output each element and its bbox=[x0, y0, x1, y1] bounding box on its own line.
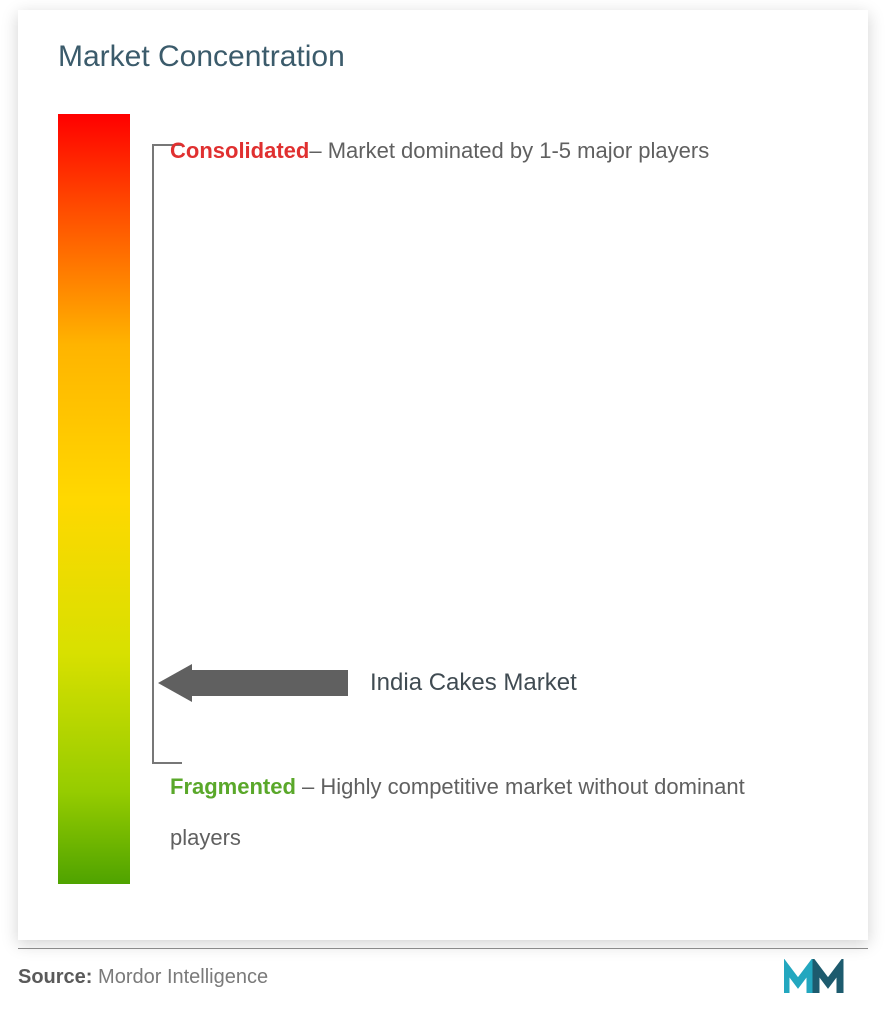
marker-arrow-icon bbox=[158, 662, 348, 704]
source-prefix: Source: bbox=[18, 966, 92, 988]
chart-title: Market Concentration bbox=[58, 40, 828, 74]
consolidated-keyword: Consolidated bbox=[170, 138, 309, 163]
source-name: Mordor Intelligence bbox=[98, 966, 268, 988]
brand-logo-icon bbox=[784, 959, 868, 995]
fragmented-keyword: Fragmented bbox=[170, 774, 296, 799]
consolidated-rest: – Market dominated by 1-5 major players bbox=[309, 138, 709, 163]
fragmented-label: Fragmented – Highly competitive market w… bbox=[170, 762, 818, 863]
infographic-card: Market Concentration Consolidated– Marke… bbox=[18, 10, 868, 940]
gradient-scale-bar bbox=[58, 114, 130, 884]
chart-area: Consolidated– Market dominated by 1-5 ma… bbox=[58, 114, 828, 884]
footer: Source: Mordor Intelligence bbox=[18, 948, 868, 995]
source-line: Source: Mordor Intelligence bbox=[18, 966, 268, 989]
marker-label: India Cakes Market bbox=[370, 669, 577, 697]
marker-group: India Cakes Market bbox=[158, 662, 577, 704]
consolidated-label: Consolidated– Market dominated by 1-5 ma… bbox=[170, 126, 818, 177]
